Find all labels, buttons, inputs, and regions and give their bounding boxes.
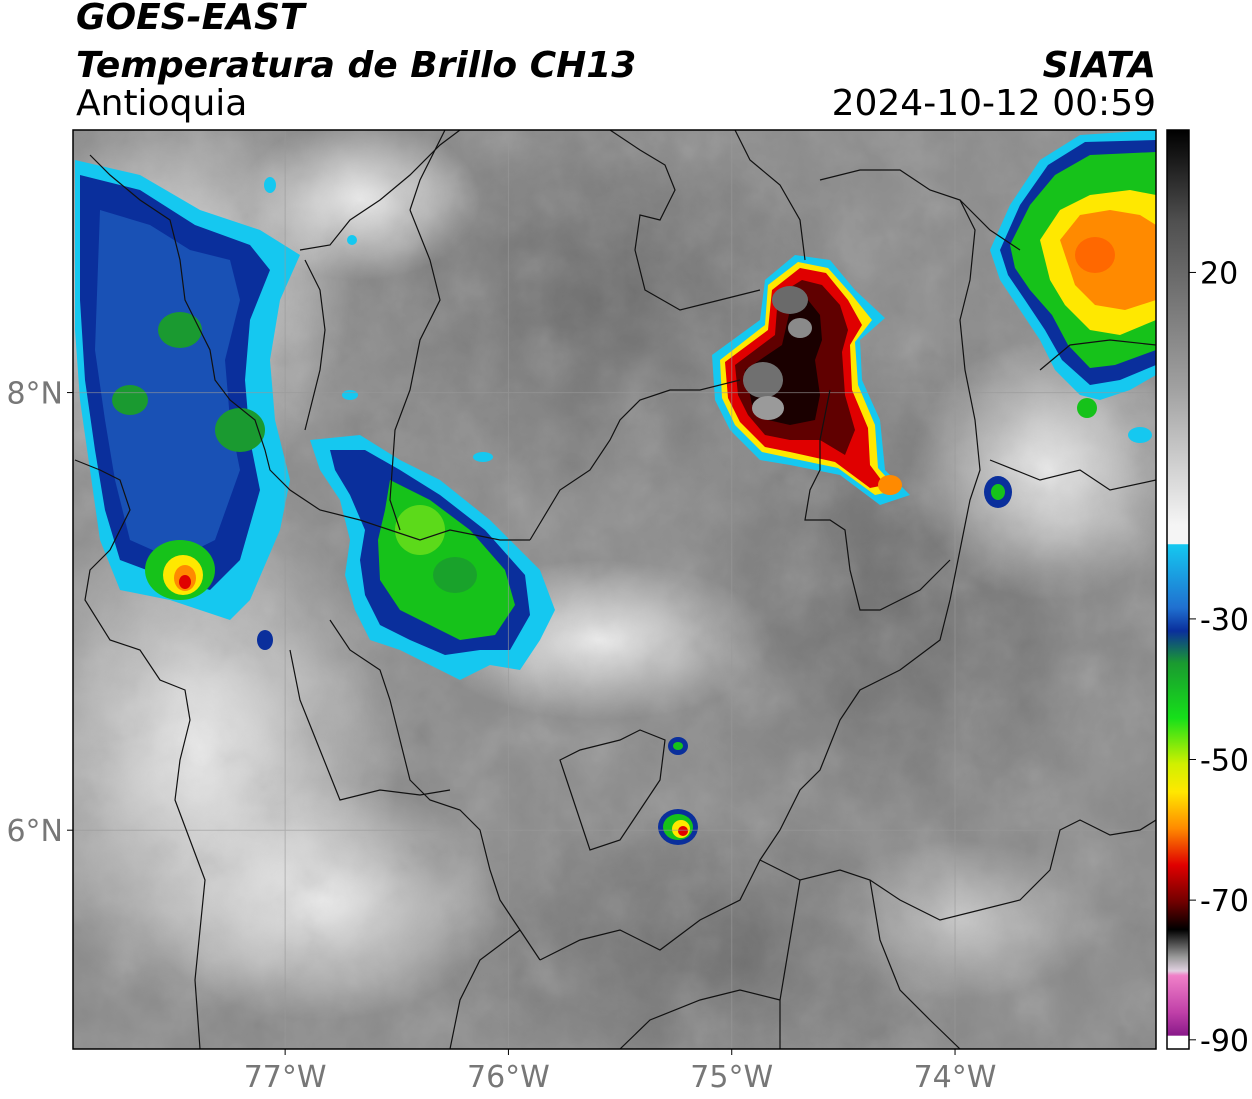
lon-tick-label: 76°W bbox=[467, 1060, 550, 1095]
dept-border bbox=[869, 879, 961, 1049]
dept-border bbox=[449, 929, 521, 1049]
dept-border bbox=[959, 199, 1021, 251]
plot-area bbox=[73, 130, 1156, 1049]
dept-border bbox=[389, 209, 441, 531]
convective-system-northeast bbox=[990, 130, 1156, 443]
colorbar-scale bbox=[1166, 129, 1190, 1050]
colorbar-ticks: 20 -30 -50 -70 -90 bbox=[1189, 256, 1249, 1059]
dept-border bbox=[619, 989, 781, 1049]
gridlines bbox=[73, 130, 1156, 1049]
axis-ticks: 77°W 76°W 75°W 74°W 8°N 6°N bbox=[6, 377, 996, 1095]
coastline bbox=[89, 154, 530, 541]
dept-border bbox=[539, 819, 1156, 961]
source-label: SIATA bbox=[1042, 45, 1156, 86]
lon-tick-label: 74°W bbox=[914, 1060, 997, 1095]
colorbar-tick-label: 20 bbox=[1200, 256, 1238, 291]
region-label: Antioquia bbox=[76, 83, 248, 124]
colorbar-tick-label: -50 bbox=[1200, 744, 1249, 779]
colorbar-tick-label: -70 bbox=[1200, 884, 1249, 919]
dept-border bbox=[329, 619, 541, 961]
dept-border bbox=[804, 389, 951, 611]
dept-border bbox=[409, 130, 446, 211]
dept-border bbox=[529, 379, 741, 541]
dept-border bbox=[779, 879, 801, 1049]
datetime-label: 2024-10-12 00:59 bbox=[831, 83, 1156, 124]
dept-border bbox=[1039, 339, 1156, 371]
dept-border bbox=[559, 729, 666, 851]
dept-border bbox=[759, 169, 981, 861]
convective-cloud-west bbox=[75, 160, 358, 650]
coastline bbox=[304, 259, 326, 431]
lat-tick-label: 6°N bbox=[6, 814, 63, 849]
coastline bbox=[299, 130, 461, 251]
borders bbox=[74, 130, 1156, 1049]
dept-border bbox=[734, 130, 806, 261]
colorbar-tick-label: -90 bbox=[1200, 1024, 1249, 1059]
small-cells bbox=[658, 476, 1012, 845]
lon-tick-label: 77°W bbox=[244, 1060, 327, 1095]
plot-frame bbox=[72, 129, 1157, 1050]
lon-tick-label: 75°W bbox=[690, 1060, 773, 1095]
coastline bbox=[74, 459, 206, 1049]
product-title: Temperatura de Brillo CH13 bbox=[76, 45, 637, 86]
convective-cloud-center bbox=[310, 435, 555, 680]
dept-border bbox=[989, 459, 1156, 491]
dept-border bbox=[289, 649, 451, 801]
lat-tick-label: 8°N bbox=[6, 377, 63, 412]
dept-border bbox=[609, 130, 761, 311]
convective-cell-east bbox=[712, 255, 910, 505]
colorbar-tick-label: -30 bbox=[1200, 603, 1249, 638]
satellite-title: GOES-EAST bbox=[76, 0, 305, 38]
